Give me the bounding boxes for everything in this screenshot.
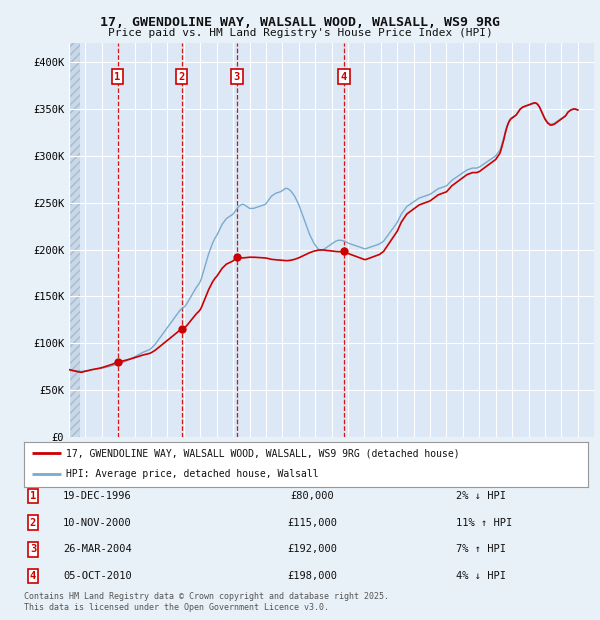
Text: 1: 1 xyxy=(115,72,121,82)
Text: 3: 3 xyxy=(234,72,240,82)
Text: £80,000: £80,000 xyxy=(290,491,334,501)
Text: Contains HM Land Registry data © Crown copyright and database right 2025.: Contains HM Land Registry data © Crown c… xyxy=(24,592,389,601)
Text: 17, GWENDOLINE WAY, WALSALL WOOD, WALSALL, WS9 9RG (detached house): 17, GWENDOLINE WAY, WALSALL WOOD, WALSAL… xyxy=(66,448,460,458)
Text: Price paid vs. HM Land Registry's House Price Index (HPI): Price paid vs. HM Land Registry's House … xyxy=(107,28,493,38)
Text: 4: 4 xyxy=(30,571,36,581)
Text: 05-OCT-2010: 05-OCT-2010 xyxy=(63,571,132,581)
Text: £192,000: £192,000 xyxy=(287,544,337,554)
Bar xyxy=(69,43,80,437)
Text: 11% ↑ HPI: 11% ↑ HPI xyxy=(456,518,512,528)
Text: 2% ↓ HPI: 2% ↓ HPI xyxy=(456,491,506,501)
Text: 10-NOV-2000: 10-NOV-2000 xyxy=(63,518,132,528)
Text: 4% ↓ HPI: 4% ↓ HPI xyxy=(456,571,506,581)
Text: 7% ↑ HPI: 7% ↑ HPI xyxy=(456,544,506,554)
Text: This data is licensed under the Open Government Licence v3.0.: This data is licensed under the Open Gov… xyxy=(24,603,329,612)
Text: 4: 4 xyxy=(341,72,347,82)
Text: 2: 2 xyxy=(178,72,185,82)
Text: 19-DEC-1996: 19-DEC-1996 xyxy=(63,491,132,501)
Text: £198,000: £198,000 xyxy=(287,571,337,581)
Text: 1: 1 xyxy=(30,491,36,501)
Text: 26-MAR-2004: 26-MAR-2004 xyxy=(63,544,132,554)
Text: £115,000: £115,000 xyxy=(287,518,337,528)
Text: HPI: Average price, detached house, Walsall: HPI: Average price, detached house, Wals… xyxy=(66,469,319,479)
Text: 17, GWENDOLINE WAY, WALSALL WOOD, WALSALL, WS9 9RG: 17, GWENDOLINE WAY, WALSALL WOOD, WALSAL… xyxy=(100,16,500,29)
Text: 2: 2 xyxy=(30,518,36,528)
Text: 3: 3 xyxy=(30,544,36,554)
